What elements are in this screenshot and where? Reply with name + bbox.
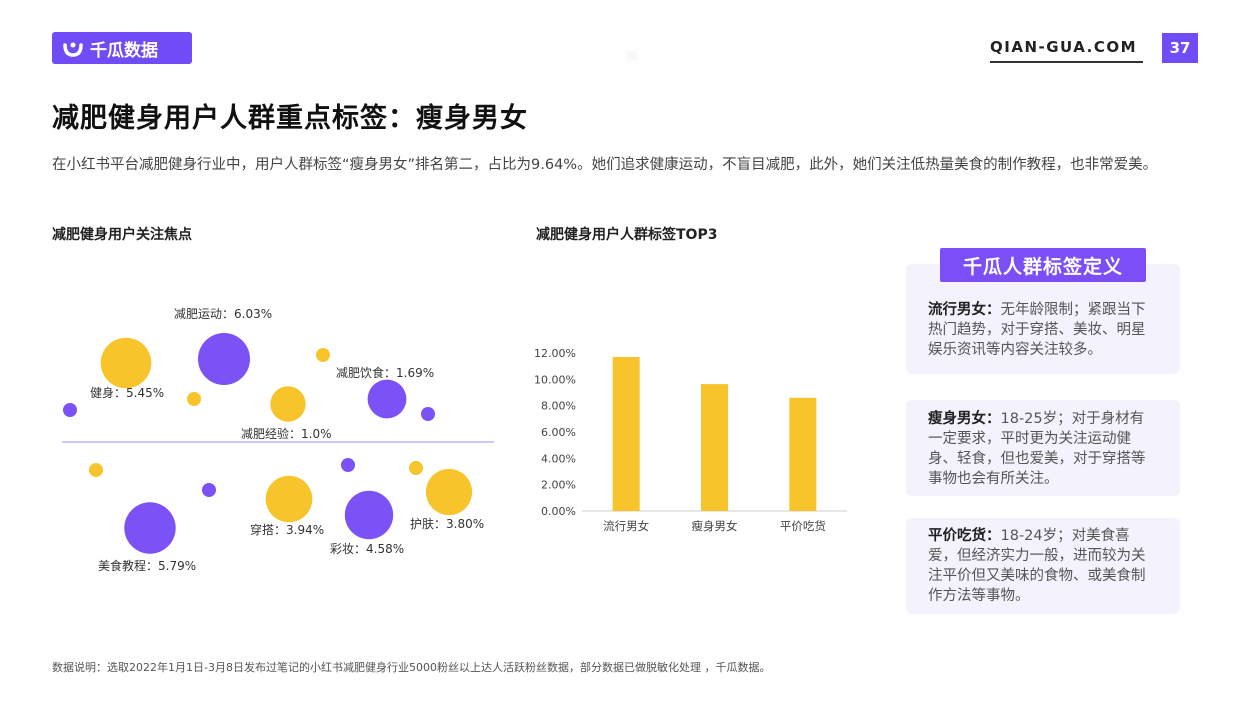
- bubble-label: 健身：5.45%: [90, 385, 164, 400]
- x-tick-label: 瘦身男女: [692, 519, 738, 533]
- definition-card: 瘦身男女：18-25岁；对于身材有一定要求，平时更为关注运动健身、轻食，但也爱美…: [906, 400, 1180, 496]
- y-tick-label: 8.00%: [541, 400, 576, 413]
- site-url: QIAN-GUA.COM: [990, 38, 1138, 56]
- bubble-label: 减肥运动：6.03%: [174, 307, 272, 321]
- bubble: [270, 386, 306, 422]
- bubble: [265, 475, 313, 523]
- bar-chart: 0.00% 2.00% 4.00% 6.00% 8.00% 10.00% 12.00% 流行男…: [530, 330, 860, 550]
- bubble: [198, 333, 250, 385]
- definition-label: 瘦身男女：: [928, 411, 1001, 427]
- site-underline: [990, 61, 1143, 63]
- definition-text: 18-25岁；对于身材有一定要求，平时更为关注运动健身、轻食，但也爱美，对于穿搭…: [928, 411, 1146, 487]
- y-tick-label: 0.00%: [541, 505, 576, 518]
- logo-icon: [63, 42, 83, 57]
- x-tick-label: 流行男女: [603, 519, 649, 533]
- page-number: 37: [1162, 33, 1198, 63]
- bar: [612, 356, 640, 511]
- logo-text: 千瓜数据: [90, 40, 158, 61]
- y-tick-label: 10.00%: [534, 373, 576, 386]
- y-tick-label: 12.00%: [534, 347, 576, 360]
- decor-dot: [187, 392, 201, 406]
- definition-text: 18-24岁；对美食喜爱，但经济实力一般，进而较为关注平价但又美味的食物、或美食…: [928, 528, 1146, 604]
- bubble-label: 彩妆：4.58%: [330, 542, 404, 556]
- bubble-chart: 减肥运动：6.03% 健身：5.45% 减肥饮食：1.69% 减肥经验：1.0% 美食教…: [52, 290, 502, 590]
- bubble-chart-svg: 减肥运动：6.03% 健身：5.45% 减肥饮食：1.69% 减肥经验：1.0% 美食教…: [62, 307, 494, 573]
- bar-chart-svg: 0.00% 2.00% 4.00% 6.00% 8.00% 10.00% 12.00% 流行男…: [534, 347, 847, 533]
- brand-logo: 千瓜数据: [52, 32, 192, 64]
- decor-dot: [421, 407, 435, 421]
- bar: [701, 384, 728, 511]
- decor-dot: [202, 483, 216, 497]
- bubble-label: 穿搭：3.94%: [250, 522, 324, 537]
- definition-label: 平价吃货：: [928, 528, 1001, 544]
- decor-dot: [89, 463, 103, 477]
- decor-dot: [409, 461, 423, 475]
- page-description: 在小红书平台减肥健身行业中，用户人群标签“瘦身男女”排名第二，占比为9.64%。…: [52, 157, 1158, 173]
- definitions-title: 千瓜人群标签定义: [940, 248, 1146, 282]
- x-tick-label: 平价吃货: [780, 519, 826, 533]
- definition-card: 流行男女：无年龄限制；紧跟当下热门趋势，对于穿搭、美妆、明星娱乐资讯等内容关注较…: [906, 264, 1180, 374]
- decor-dot: [316, 348, 330, 362]
- data-note: 数据说明：选取2022年1月1日-3月8日发布过笔记的小红书减肥健身行业5000…: [52, 661, 771, 674]
- bubble-label: 护肤：3.80%: [410, 516, 484, 531]
- watermark: ✦: [612, 36, 651, 77]
- bar: [789, 397, 817, 511]
- definition-card: 平价吃货：18-24岁；对美食喜爱，但经济实力一般，进而较为关注平价但又美味的食…: [906, 518, 1180, 614]
- y-tick-label: 4.00%: [541, 452, 576, 465]
- decor-dot: [63, 403, 77, 417]
- definition-text: 无年龄限制；紧跟当下热门趋势，对于穿搭、美妆、明星娱乐资讯等内容关注较多。: [928, 302, 1146, 358]
- y-tick-label: 6.00%: [541, 426, 576, 439]
- bubble-label: 美食教程：5.79%: [98, 558, 196, 573]
- y-tick-label: 2.00%: [541, 479, 576, 492]
- bubble-label: 减肥饮食：1.69%: [336, 365, 434, 380]
- bar-section-title: 减肥健身用户人群标签TOP3: [536, 227, 718, 243]
- bubble: [124, 502, 176, 554]
- bubble: [100, 337, 152, 389]
- bubble: [344, 490, 394, 540]
- bubble-section-title: 减肥健身用户关注焦点: [52, 227, 192, 243]
- bubble-label: 减肥经验：1.0%: [241, 426, 332, 441]
- bubble: [425, 468, 473, 516]
- page-title: 减肥健身用户人群重点标签：瘦身男女: [52, 103, 528, 134]
- decor-dot: [341, 458, 355, 472]
- bubble: [367, 379, 407, 419]
- definition-label: 流行男女：: [928, 302, 1001, 318]
